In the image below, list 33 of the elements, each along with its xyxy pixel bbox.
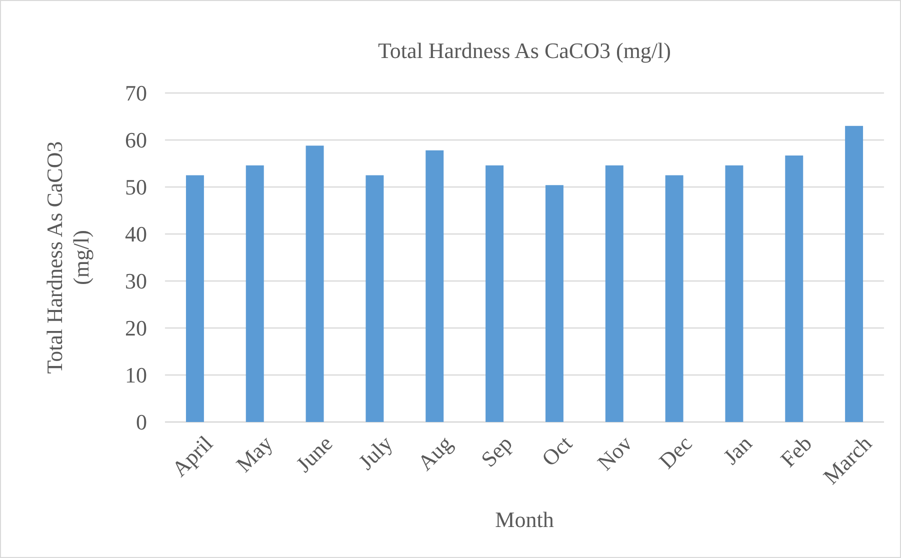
x-tick-label: July bbox=[354, 430, 398, 474]
x-tick-label: May bbox=[231, 430, 278, 477]
y-tick-label: 30 bbox=[125, 268, 147, 294]
y-tick-label: 0 bbox=[136, 410, 147, 435]
chart-title: Total Hardness As CaCO3 (mg/l) bbox=[378, 38, 671, 63]
y-tick-label: 60 bbox=[125, 128, 147, 153]
bar bbox=[186, 175, 204, 422]
x-tick-label: Nov bbox=[592, 430, 637, 476]
x-axis-title: Month bbox=[495, 507, 554, 532]
bar bbox=[665, 175, 684, 422]
y-axis-title: Total Hardness As CaCO3 (mg/l) bbox=[42, 141, 94, 374]
y-tick-label: 10 bbox=[125, 362, 147, 388]
y-tick-label: 40 bbox=[125, 222, 147, 247]
x-tick-label: June bbox=[291, 430, 338, 477]
bar bbox=[246, 165, 264, 422]
bar bbox=[545, 185, 564, 422]
y-tick-label: 20 bbox=[125, 316, 147, 341]
x-tick-label: Aug bbox=[412, 430, 458, 476]
y-tick-label: 70 bbox=[125, 80, 147, 106]
x-tick-label: Jan bbox=[718, 430, 757, 470]
bar bbox=[366, 175, 384, 422]
bar bbox=[426, 150, 444, 422]
bar bbox=[486, 165, 504, 422]
bar bbox=[306, 146, 324, 422]
x-tick-label: Oct bbox=[536, 430, 577, 471]
x-tick-label: Sep bbox=[476, 430, 517, 472]
bar bbox=[725, 165, 744, 422]
x-tick-label: Dec bbox=[654, 430, 697, 474]
bar bbox=[605, 165, 624, 422]
bar bbox=[785, 156, 804, 422]
y-tick-label: 50 bbox=[125, 174, 147, 200]
bar bbox=[845, 126, 864, 422]
x-tick-label: Feb bbox=[776, 430, 817, 472]
